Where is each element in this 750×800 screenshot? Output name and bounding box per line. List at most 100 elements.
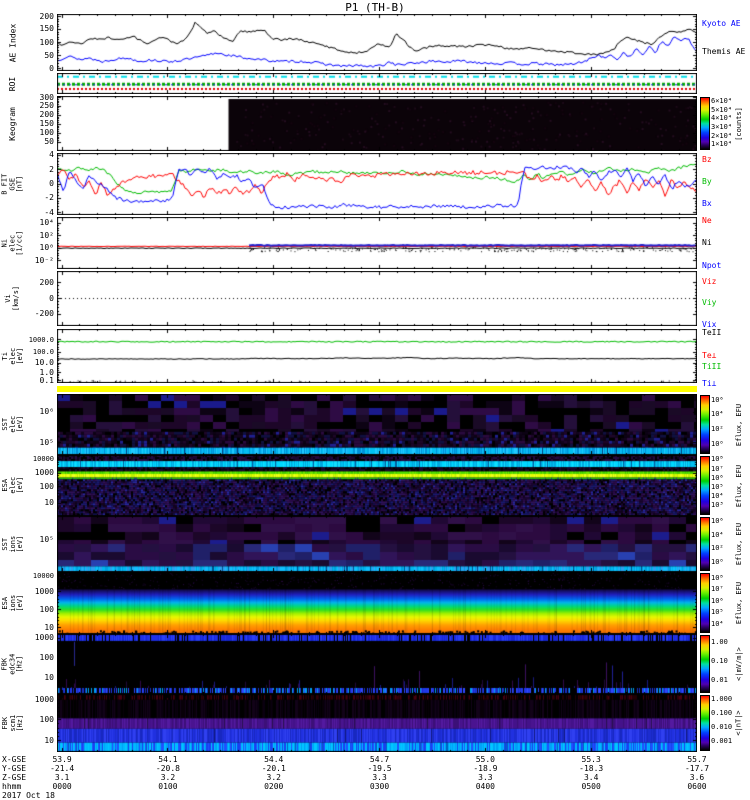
colorbar-tick-esa_ion-0: 10⁸ xyxy=(711,573,724,582)
series-label-Te: Te⊥ xyxy=(702,351,717,360)
ytick-keogram-3: 150 xyxy=(39,119,54,129)
series-label-Npot: Npot xyxy=(702,261,722,270)
ylabel-fbk_edc: FBK edc34 [Hz] xyxy=(0,634,26,694)
colorbar-unit-text-keogram: [counts] xyxy=(735,106,743,141)
separator-bar-separator xyxy=(57,386,697,392)
axis-value-X-GSE-2: 54.4 xyxy=(264,755,284,764)
ylabel-text-vi: Vi [km/s] xyxy=(4,285,20,312)
ytick-vi-1: 0 xyxy=(49,293,54,303)
ytick-esa_ion-0: 10000 xyxy=(32,572,54,581)
colorbar-tick-fbk_edc-2: 0.01 xyxy=(711,675,728,684)
axis-row-label-X-GSE: X-GSE xyxy=(2,755,27,764)
series-label-Bz: Bz xyxy=(702,155,712,164)
ytick-fbk_scm-2: 10 xyxy=(44,735,54,745)
axis-value-Z-GSE-2: 3.2 xyxy=(266,773,281,782)
ae_index-canvas xyxy=(57,14,697,71)
ytick-fbk_scm-0: 1000 xyxy=(34,694,54,704)
colorbar-tick-sst_ion-3: 10⁰ xyxy=(711,557,724,566)
colorbar-esa_ion xyxy=(700,573,710,633)
series-label-TiII: TiII xyxy=(702,362,722,371)
colorbar-tick-sst_el-2: 10² xyxy=(711,425,724,434)
ytick-ae_index-2: 100 xyxy=(39,37,54,47)
sst_el-canvas xyxy=(57,394,697,455)
colorbar-tick-esa_el-2: 10⁶ xyxy=(711,473,724,482)
ni-canvas xyxy=(57,217,697,269)
ytick-sst_el-1: 10⁵ xyxy=(39,437,54,447)
axis-value-Y-GSE-5: -18.3 xyxy=(579,764,604,773)
ytick-esa_el-0: 10000 xyxy=(32,455,54,464)
colorbar-tick-esa_ion-3: 10⁵ xyxy=(711,608,724,617)
ytick-ni-2: 10⁰ xyxy=(39,243,54,253)
colorbar-tick-esa_ion-1: 10⁷ xyxy=(711,585,724,594)
esa_ion-canvas xyxy=(57,572,697,634)
axis-row-label-hhmm: hhmm xyxy=(2,782,22,791)
colorbar-tick-esa_el-0: 10⁸ xyxy=(711,455,724,464)
ytick-ae_index-3: 50 xyxy=(44,50,54,60)
axis-value-hhmm-1: 0100 xyxy=(158,782,178,791)
ytick-fbk_edc-1: 100 xyxy=(39,653,54,662)
keogram-canvas xyxy=(57,96,697,151)
ytick-ti-3: 1.0 xyxy=(39,367,54,377)
axis-value-Z-GSE-5: 3.4 xyxy=(583,773,599,782)
colorbar-unit-esa_el: Eflux, EFU xyxy=(730,455,748,516)
bfit-canvas xyxy=(57,153,697,215)
colorbar-tick-keogram-5: 1×10⁴ xyxy=(711,140,733,149)
series-label-Viz: Viz xyxy=(702,277,717,286)
series-label-Ne: Ne xyxy=(702,216,712,225)
fbk_edc-canvas xyxy=(57,634,697,694)
axis-value-Y-GSE-6: -17.7 xyxy=(684,764,710,773)
colorbar-tick-sst_ion-1: 10⁴ xyxy=(711,530,724,539)
ylabel-text-ae_index: AE Index xyxy=(8,23,17,62)
colorbar-tick-sst_el-0: 10⁶ xyxy=(711,395,724,404)
ytick-ni-1: 10² xyxy=(39,230,54,240)
colorbar-tick-sst_el-3: 10⁰ xyxy=(711,440,724,449)
axis-value-hhmm-4: 0400 xyxy=(475,782,495,791)
ytick-keogram-4: 100 xyxy=(39,128,54,138)
colorbar-unit-keogram: [counts] xyxy=(730,96,748,151)
ytick-esa_el-3: 10 xyxy=(44,498,54,508)
axis-row-label-Y-GSE: Y-GSE xyxy=(2,764,27,773)
series-label-Viy: Viy xyxy=(702,298,717,307)
colorbar-tick-esa_el-3: 10⁵ xyxy=(711,482,724,491)
colorbar-tick-esa_el-4: 10⁴ xyxy=(711,491,724,500)
ylabel-roi: ROI xyxy=(0,73,26,94)
ytick-vi-2: -200 xyxy=(34,309,54,319)
ylabel-text-roi: ROI xyxy=(7,76,17,91)
colorbar-tick-esa_el-5: 10³ xyxy=(711,501,724,510)
ytick-ti-4: 0.1 xyxy=(39,375,54,385)
colorbar-tick-keogram-4: 2×10⁴ xyxy=(711,131,733,140)
colorbar-unit-fbk_edc: <|mV/m|> xyxy=(730,634,748,694)
colorbar-tick-fbk_edc-0: 1.00 xyxy=(711,637,728,646)
ytick-ni-3: 10⁻² xyxy=(34,255,54,265)
ytick-ti-0: 1000.0 xyxy=(28,335,54,344)
colorbar-tick-esa_ion-2: 10⁶ xyxy=(711,596,724,605)
ytick-keogram-2: 200 xyxy=(39,110,54,120)
axis-value-Z-GSE-3: 3.3 xyxy=(372,773,387,782)
axis-value-X-GSE-5: 55.3 xyxy=(581,755,601,764)
colorbar-esa_el xyxy=(700,456,710,515)
series-label-TeII: TeII xyxy=(702,328,722,337)
axis-value-hhmm-0: 0000 xyxy=(52,782,72,791)
colorbar-tick-esa_el-1: 10⁷ xyxy=(711,464,724,473)
axis-value-hhmm-5: 0500 xyxy=(581,782,601,791)
colorbar-tick-sst_ion-2: 10² xyxy=(711,544,724,553)
ytick-vi-0: 200 xyxy=(39,277,54,287)
axis-value-hhmm-2: 0200 xyxy=(264,782,284,791)
colorbar-unit-text-esa_el: Eflux, EFU xyxy=(735,464,743,507)
colorbar-keogram xyxy=(700,97,710,150)
ytick-keogram-0: 300 xyxy=(39,92,54,102)
colorbar-tick-keogram-0: 6×10⁴ xyxy=(711,97,733,106)
series-label-KyotoAE: Kyoto AE xyxy=(702,19,741,28)
ytick-bfit-2: 0 xyxy=(49,179,54,188)
colorbar-unit-esa_ion: Eflux, EFU xyxy=(730,572,748,634)
ytick-esa_el-2: 100 xyxy=(39,481,54,491)
axis-value-X-GSE-6: 55.7 xyxy=(687,755,707,764)
colorbar-unit-sst_ion: Eflux, EFU xyxy=(730,516,748,572)
axis-value-Y-GSE-0: -21.4 xyxy=(50,764,75,773)
vi-canvas xyxy=(57,271,697,326)
colorbar-tick-keogram-3: 3×10⁴ xyxy=(711,123,733,132)
ytick-keogram-1: 250 xyxy=(39,101,54,111)
colorbar-tick-fbk_scm-0: 1.000 xyxy=(711,695,733,704)
axis-value-X-GSE-4: 55.0 xyxy=(475,755,495,764)
fbk_scm-canvas xyxy=(57,694,697,752)
